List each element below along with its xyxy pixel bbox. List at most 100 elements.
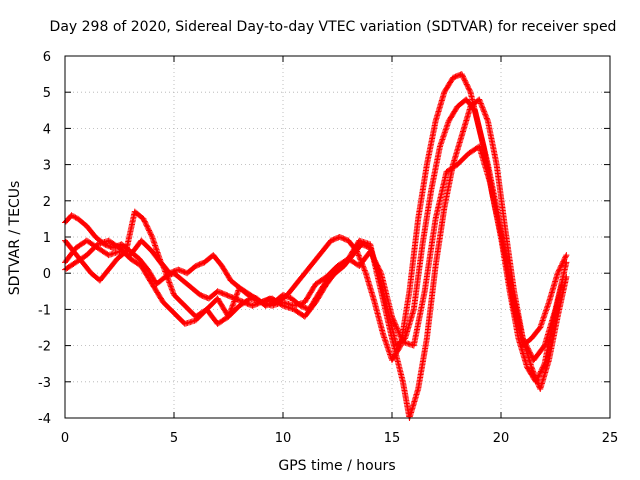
data-point [356,255,363,262]
data-point [394,325,401,332]
data-point [477,99,484,106]
data-point [529,365,536,372]
data-point [162,269,169,276]
data-point [396,330,403,337]
data-point [529,367,536,374]
data-point [484,116,491,123]
data-point [233,291,240,298]
data-point [464,84,471,91]
plot-frame [64,55,611,419]
data-point [466,86,473,93]
data-point [479,104,486,111]
x-tick-label: 25 [602,431,619,446]
y-tick-label: -3 [38,376,51,391]
data-point [164,273,171,280]
data-point [539,364,546,371]
data-point [528,364,535,371]
data-point [278,301,285,308]
data-point [168,285,175,292]
data-point [234,290,241,297]
data-series [62,71,570,421]
data-point [530,368,537,375]
data-point [362,268,369,275]
data-point [167,282,174,289]
data-point [390,317,397,324]
data-point [163,272,170,279]
data-point [478,101,485,108]
data-point [169,287,176,294]
data-point [146,228,153,235]
data-point [394,326,401,333]
data-point [532,375,539,382]
data-point [554,270,561,277]
y-tick-label: 4 [43,122,51,137]
data-point [140,215,147,222]
data-point [231,298,238,305]
data-point [395,329,402,336]
y-tick-label: 3 [43,159,51,174]
y-tick-label: 5 [43,86,51,101]
y-tick-label: -4 [38,412,51,427]
data-point [392,321,399,328]
data-point [162,268,169,275]
data-point [167,283,174,290]
data-point [165,276,172,283]
data-point [531,371,538,378]
data-point [146,227,153,234]
data-point [482,112,489,119]
x-axis-label: GPS time / hours [278,458,395,474]
data-point [391,320,398,327]
data-point [531,372,538,379]
data-point [391,318,398,325]
data-point [477,100,484,107]
data-point [464,82,471,89]
series-track-4 [62,96,570,421]
data-point [147,230,154,237]
data-point [161,265,168,272]
data-point [461,77,468,84]
y-axis-label: SDTVAR / TECUs [7,181,23,296]
data-point [166,279,173,286]
data-point [463,81,470,88]
data-point [227,308,234,315]
data-point [555,267,562,274]
data-point [230,299,237,306]
data-point [555,268,562,275]
data-point [397,333,404,340]
data-point [397,332,404,339]
data-point [563,252,570,259]
x-tick-label: 20 [493,431,510,446]
data-point [144,223,151,230]
data-point [143,222,150,229]
data-point [540,363,547,370]
y-tick-label: -2 [38,340,51,355]
data-point [389,314,396,321]
data-point [229,302,236,309]
data-point [458,71,465,78]
data-point [377,268,384,275]
data-point [71,213,78,220]
data-point [227,309,234,316]
data-point [356,253,363,260]
x-tick-label: 0 [61,431,69,446]
data-point [465,85,472,92]
data-point [225,313,232,320]
data-point [536,371,543,378]
data-point [376,267,383,274]
data-point [147,231,154,238]
data-point [533,377,540,384]
data-point [355,252,362,259]
data-point [480,107,487,114]
data-point [462,78,469,85]
data-point [142,219,149,226]
data-point [562,253,569,260]
data-point [141,218,148,225]
data-point [556,266,563,273]
data-point [169,289,176,296]
data-point [532,373,539,380]
data-point [539,365,546,372]
data-point [226,312,233,319]
data-point [482,111,489,118]
y-tick-label: 2 [43,195,51,210]
chart-title: Day 298 of 2020, Sidereal Day-to-day VTE… [50,19,617,35]
